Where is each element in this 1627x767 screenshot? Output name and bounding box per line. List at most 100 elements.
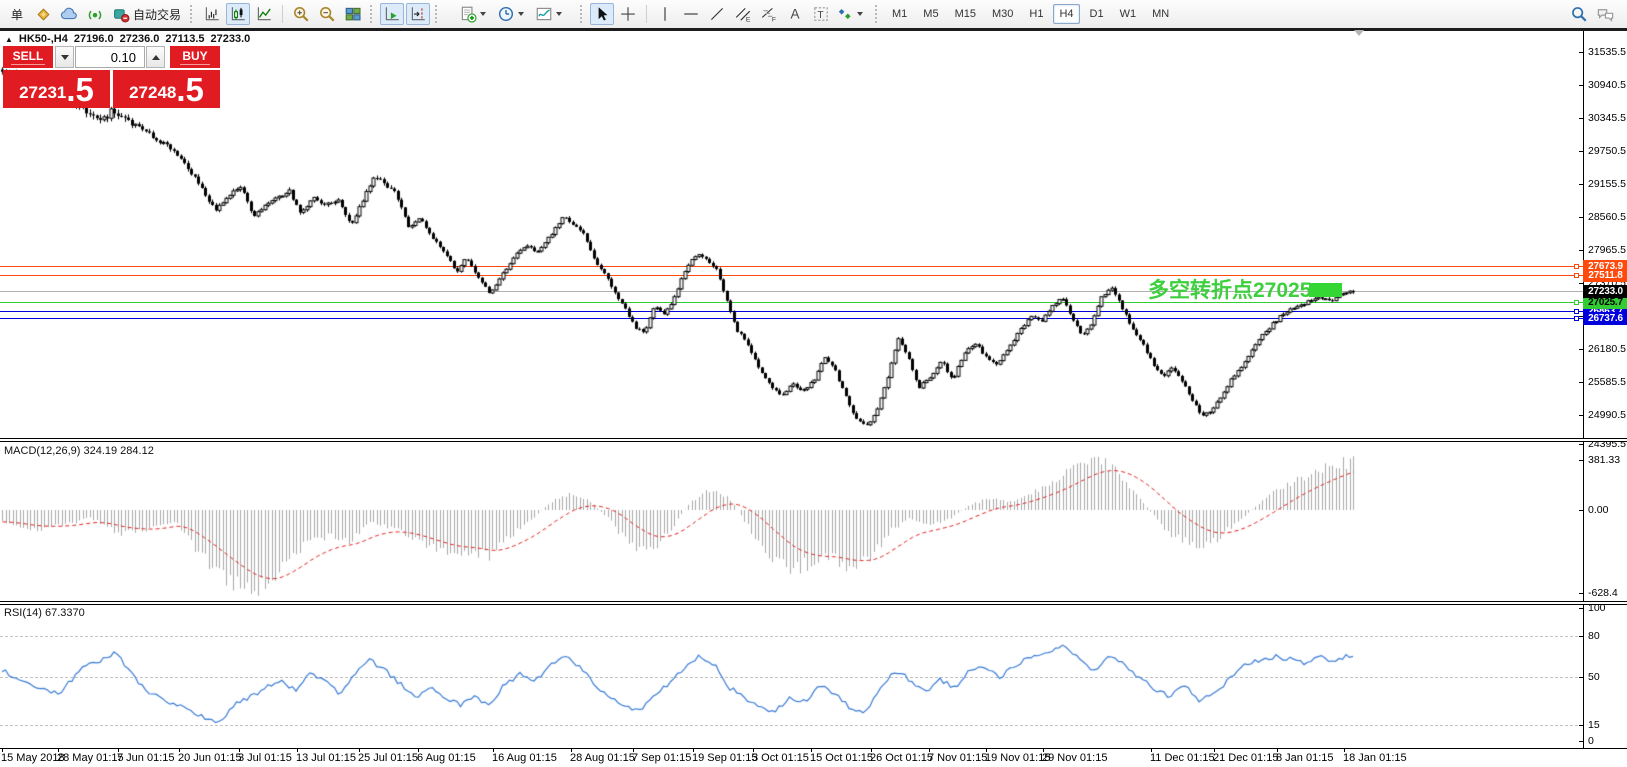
- fibonacci-icon[interactable]: F: [757, 3, 781, 25]
- rsi-label: RSI(14) 67.3370: [4, 607, 85, 619]
- buy-button[interactable]: BUY: [170, 46, 220, 68]
- cursor-icon[interactable]: [590, 3, 615, 25]
- price-tag: 27511.8: [1583, 269, 1627, 282]
- timeframe-bar: M1 M5 M15 M30 H1 H4 D1 W1 MN: [884, 4, 1177, 24]
- time-label: 15 Oct 01:15: [810, 752, 873, 764]
- line-handle[interactable]: [1574, 300, 1579, 305]
- time-tick: [1214, 749, 1215, 752]
- price-tick: 30345.5: [1588, 112, 1626, 124]
- line-handle[interactable]: [1574, 309, 1579, 314]
- text-label-icon[interactable]: T: [809, 3, 833, 25]
- price-chart-canvas[interactable]: [0, 31, 1583, 438]
- chart-shift-icon[interactable]: [406, 3, 431, 25]
- time-axis[interactable]: 15 May 2018 28 May 01:15 7 Jun 01:15 20 Jun…: [0, 748, 1627, 767]
- timeframe-M15[interactable]: M15: [954, 8, 976, 20]
- tile-windows-icon[interactable]: [341, 3, 365, 25]
- price-tag: 27233.0: [1583, 285, 1627, 298]
- time-label: 16 Aug 01:15: [492, 752, 557, 764]
- time-tick: [118, 749, 119, 752]
- new-order-button[interactable]: 单: [10, 7, 23, 22]
- volume-input[interactable]: [75, 46, 145, 68]
- time-tick: [871, 749, 872, 752]
- time-label: 15 May 2018: [1, 752, 65, 764]
- time-tick: [58, 749, 59, 752]
- arrows-icon[interactable]: [835, 3, 864, 25]
- time-tick: [297, 749, 298, 752]
- history-gold-icon[interactable]: [31, 3, 55, 25]
- time-tick: [571, 749, 572, 752]
- time-tick: [633, 749, 634, 752]
- zoom-in-icon[interactable]: [289, 3, 313, 25]
- time-label: 25 Jul 01:15: [358, 752, 418, 764]
- triangle-up-icon: [151, 54, 160, 60]
- time-tick: [418, 749, 419, 752]
- time-tick: [1043, 749, 1044, 752]
- rsi-tick: 0: [1588, 735, 1594, 747]
- time-label: 28 Aug 01:15: [570, 752, 635, 764]
- timeframe-H1[interactable]: H1: [1029, 8, 1044, 20]
- timeframe-M30[interactable]: M30: [991, 8, 1014, 20]
- collapse-triangle-icon[interactable]: ▲: [5, 35, 13, 44]
- rsi-chart-canvas[interactable]: [0, 605, 1583, 748]
- cloud-icon[interactable]: [57, 3, 81, 25]
- text-icon[interactable]: A: [783, 3, 807, 25]
- timeframe-W1[interactable]: W1: [1119, 8, 1137, 20]
- vertical-line-icon[interactable]: [653, 3, 677, 25]
- line-handle[interactable]: [1574, 264, 1579, 269]
- time-tick: [2, 749, 3, 752]
- timeframe-MN[interactable]: MN: [1152, 8, 1170, 20]
- line-handle[interactable]: [1574, 273, 1579, 278]
- line-handle[interactable]: [1574, 316, 1579, 321]
- chevron-down-icon: [556, 12, 563, 16]
- chart-annotation-text[interactable]: 多空转折点27025: [1148, 279, 1312, 302]
- high-value: 27236.0: [119, 33, 160, 45]
- signal-icon[interactable]: [83, 3, 107, 25]
- auto-scroll-icon[interactable]: [380, 3, 405, 25]
- templates-dropdown[interactable]: [534, 3, 563, 25]
- time-tick: [179, 749, 180, 752]
- price-tick: 24990.5: [1588, 409, 1626, 421]
- candlestick-chart-icon[interactable]: [226, 3, 251, 25]
- time-tick: [693, 749, 694, 752]
- indicators-dropdown[interactable]: [458, 3, 487, 25]
- trendline-icon[interactable]: [705, 3, 729, 25]
- sell-button[interactable]: SELL: [3, 46, 53, 68]
- pane-divider[interactable]: [0, 601, 1627, 605]
- triangle-down-icon: [60, 54, 69, 60]
- time-label: 3 Oct 01:15: [752, 752, 809, 764]
- timeframe-M5[interactable]: M5: [923, 8, 939, 20]
- bar-chart-icon[interactable]: [200, 3, 224, 25]
- search-icon[interactable]: [1567, 3, 1591, 25]
- main-toolbar: 单 自动交易: [0, 0, 1627, 28]
- chat-icon[interactable]: [1593, 3, 1617, 25]
- buy-price[interactable]: 27248.5: [113, 70, 220, 108]
- line-chart-icon[interactable]: [252, 3, 276, 25]
- macd-chart-canvas[interactable]: [0, 442, 1583, 601]
- time-tick: [1344, 749, 1345, 752]
- time-label: 28 May 01:15: [57, 752, 124, 764]
- open-value: 27196.0: [73, 33, 114, 45]
- pane-divider[interactable]: [0, 438, 1627, 442]
- time-tick: [239, 749, 240, 752]
- highlight-box-object[interactable]: [1309, 283, 1342, 297]
- horizontal-line-icon[interactable]: [679, 3, 703, 25]
- chart-shift-marker[interactable]: [1354, 30, 1364, 36]
- sell-price[interactable]: 27231.5: [3, 70, 110, 108]
- chevron-down-icon: [857, 12, 864, 16]
- periods-dropdown[interactable]: [496, 3, 525, 25]
- time-tick: [1151, 749, 1152, 752]
- equidistant-channel-icon[interactable]: E: [731, 3, 755, 25]
- volume-up-button[interactable]: [146, 46, 165, 68]
- time-label: 18 Jan 01:15: [1343, 752, 1407, 764]
- crosshair-icon[interactable]: [616, 3, 640, 25]
- svg-text:E: E: [746, 16, 751, 23]
- volume-down-button[interactable]: [55, 46, 74, 68]
- rsi-tick: 100: [1588, 602, 1606, 614]
- zoom-out-icon[interactable]: [315, 3, 339, 25]
- timeframe-D1[interactable]: D1: [1089, 8, 1104, 20]
- autotrading-button[interactable]: 自动交易: [109, 3, 185, 25]
- timeframe-M1[interactable]: M1: [892, 8, 908, 20]
- timeframe-H4[interactable]: H4: [1053, 4, 1080, 24]
- time-label: 3 Jul 01:15: [238, 752, 292, 764]
